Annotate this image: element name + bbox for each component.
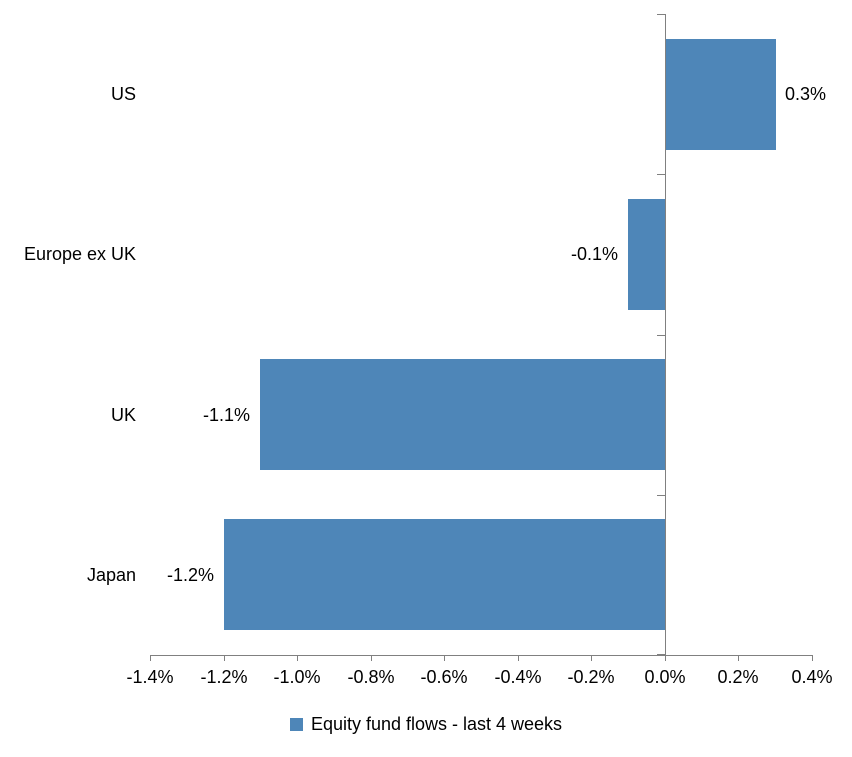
value-axis-tick-label: -1.4%	[126, 667, 174, 687]
zero-axis-line	[665, 14, 666, 655]
value-axis-tick	[444, 655, 445, 661]
bar-value-label: -0.1%	[570, 244, 618, 264]
category-label: US	[110, 84, 136, 104]
value-axis-line	[150, 655, 812, 656]
value-axis-tick-label: 0.0%	[644, 667, 686, 687]
category-tick	[657, 174, 665, 175]
category-tick	[657, 14, 665, 15]
category-axis: US Europe ex UK UK Japan	[0, 14, 136, 655]
bar-value-label: -1.2%	[166, 565, 214, 585]
value-axis-tick-label: -0.4%	[494, 667, 542, 687]
bar-us	[666, 39, 776, 150]
value-axis-tick	[150, 655, 151, 661]
bar-uk	[260, 359, 665, 470]
value-axis: -1.4% -1.2% -1.0% -0.8% -0.6% -0.4% -0.2% 0.0% 0…	[126, 655, 833, 697]
value-axis-tick-label: -1.2%	[200, 667, 248, 687]
value-axis-tick	[591, 655, 592, 661]
value-axis-tick-label: -0.6%	[420, 667, 468, 687]
bar-europe-ex-uk	[628, 199, 665, 310]
category-label: Europe ex UK	[23, 244, 136, 264]
value-axis-tick	[371, 655, 372, 661]
value-axis-tick-label: 0.4%	[791, 667, 833, 687]
bar-value-label: -1.1%	[202, 405, 250, 425]
category-tick	[657, 654, 665, 655]
value-axis-tick-label: -0.2%	[567, 667, 615, 687]
legend: Equity fund flows - last 4 weeks	[0, 714, 852, 735]
value-axis-tick	[518, 655, 519, 661]
category-label: UK	[110, 405, 136, 425]
value-axis-tick-label: -0.8%	[347, 667, 395, 687]
value-axis-tick	[297, 655, 298, 661]
value-axis-tick	[665, 655, 666, 661]
legend-label: Equity fund flows - last 4 weeks	[310, 714, 563, 734]
bar-japan	[224, 519, 665, 630]
value-axis-tick	[738, 655, 739, 661]
value-axis-tick-label: 0.2%	[717, 667, 759, 687]
value-axis-tick	[812, 655, 813, 661]
category-tick	[657, 335, 665, 336]
category-label: Japan	[86, 565, 136, 585]
legend-swatch-icon	[289, 718, 303, 731]
value-axis-tick	[224, 655, 225, 661]
bar-value-label: 0.3%	[785, 84, 827, 104]
plot-area: 0.3% -0.1% -1.1% -1.2%	[150, 14, 826, 655]
value-axis-tick-label: -1.0%	[273, 667, 321, 687]
category-tick	[657, 495, 665, 496]
